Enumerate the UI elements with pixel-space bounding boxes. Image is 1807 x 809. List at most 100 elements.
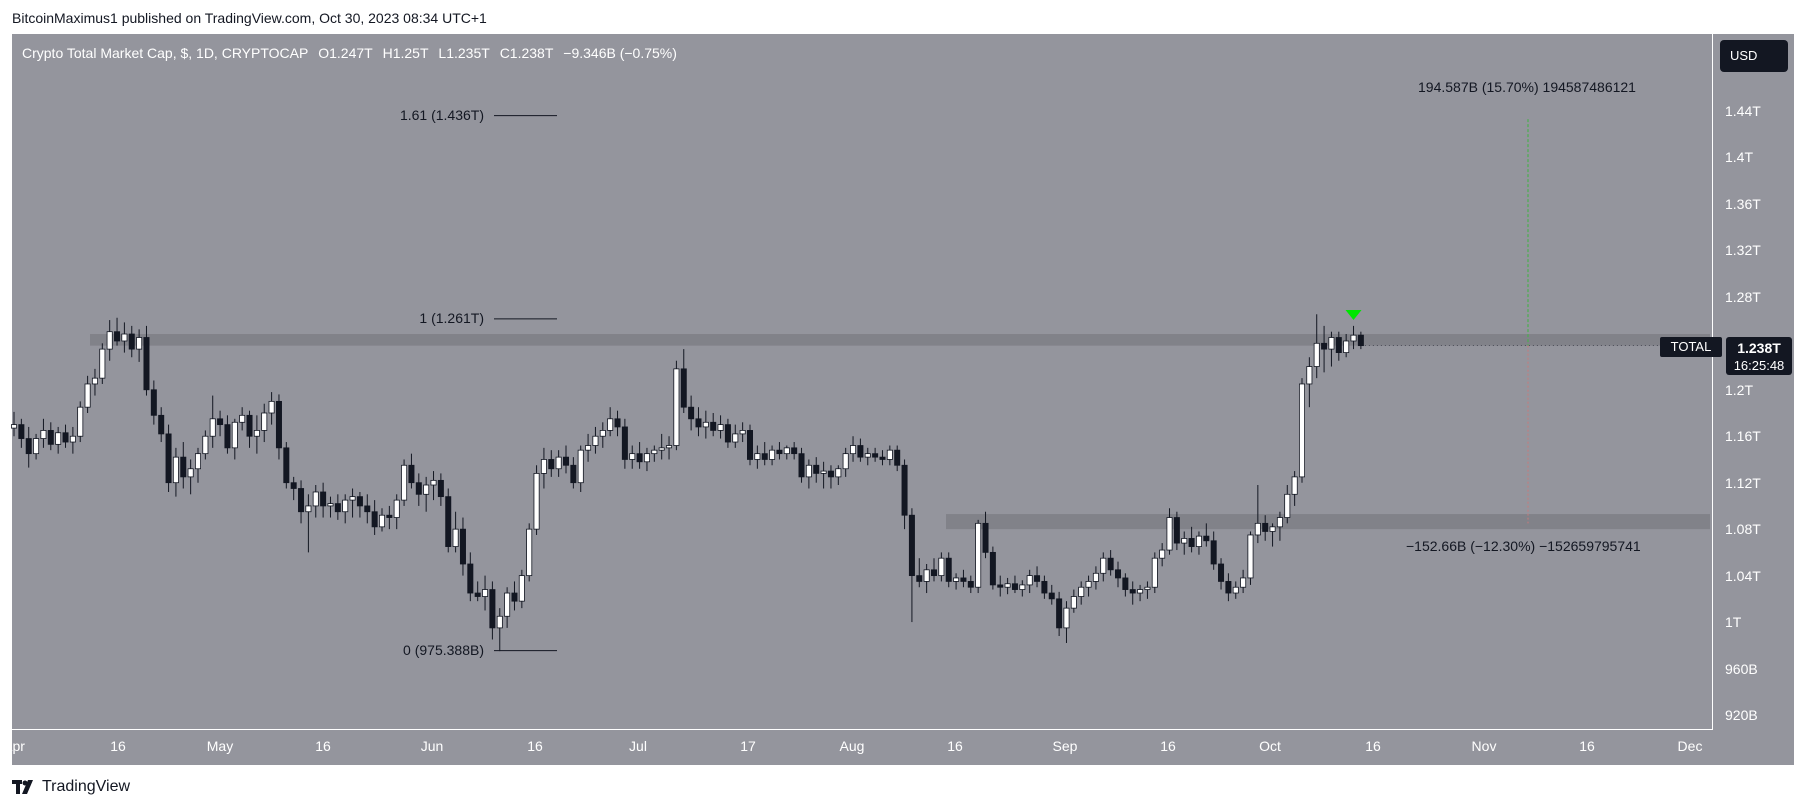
support-zone xyxy=(946,514,1710,530)
candle-body xyxy=(393,499,400,518)
candle-body xyxy=(607,418,614,431)
candle-body xyxy=(931,569,938,577)
candle-body xyxy=(18,424,25,439)
legend-high: H1.25T xyxy=(382,45,429,61)
candle-body xyxy=(938,557,945,577)
candle-body xyxy=(91,377,98,385)
x-tick-label: Jun xyxy=(420,738,444,754)
x-tick-label: Oct xyxy=(1259,738,1281,754)
candle-body xyxy=(474,592,481,597)
candle-body xyxy=(769,449,776,460)
candle-body xyxy=(1306,366,1313,385)
candle-body xyxy=(1011,583,1018,590)
candle-body xyxy=(121,333,128,342)
legend-open: O1.247T xyxy=(318,45,373,61)
candle-body xyxy=(1166,517,1173,551)
candle-body xyxy=(283,447,290,484)
candle-body xyxy=(916,575,923,582)
candle-body xyxy=(1247,534,1254,579)
candle-body xyxy=(901,464,908,516)
x-tick-label: Nov xyxy=(1471,738,1497,754)
candle-body xyxy=(783,447,790,455)
candle-body xyxy=(864,453,871,458)
candle-body xyxy=(776,449,783,455)
candle-body xyxy=(1092,572,1099,582)
candle-body xyxy=(334,503,341,513)
x-tick-label: Dec xyxy=(1677,738,1703,754)
candle-body xyxy=(695,418,702,428)
candle-body xyxy=(386,514,393,518)
candle-body xyxy=(1284,493,1291,518)
candle-body xyxy=(1343,340,1350,354)
candle-body xyxy=(298,488,305,513)
candle-body xyxy=(143,337,150,391)
candle-body xyxy=(555,456,562,470)
candle-body xyxy=(621,426,628,460)
candle-body xyxy=(77,406,84,437)
candle-body xyxy=(842,453,849,470)
candle-body xyxy=(1203,535,1210,542)
currency-button[interactable]: USD xyxy=(1720,40,1788,72)
candle-body xyxy=(886,449,893,460)
candle-body xyxy=(813,464,820,474)
candle-body xyxy=(55,432,62,445)
candle-body xyxy=(187,468,194,478)
resistance-zone xyxy=(90,334,1710,346)
candle-body xyxy=(673,368,680,446)
candle-body xyxy=(194,453,201,470)
legend-low: L1.235T xyxy=(438,45,490,61)
candle-body xyxy=(158,414,165,435)
last-price: 1.238T xyxy=(1737,340,1781,356)
candle-body xyxy=(533,472,540,530)
candle-body xyxy=(1048,592,1055,600)
y-tick-label: 1.16T xyxy=(1725,428,1761,445)
candle-body xyxy=(1299,383,1306,478)
fib-level-label: 1 (1.261T) xyxy=(419,309,484,326)
candle-body xyxy=(1078,586,1085,597)
y-tick-label: 920B xyxy=(1725,707,1758,723)
legend-close: C1.238T xyxy=(499,45,554,61)
x-tick-label: May xyxy=(206,738,234,754)
price-tag: 1.238T 16:25:48 xyxy=(1726,337,1792,375)
candle-body xyxy=(62,432,69,443)
candle-body xyxy=(1269,526,1276,532)
candle-body xyxy=(570,464,577,484)
candle-body xyxy=(1070,596,1077,609)
symbol-tag: TOTAL xyxy=(1660,337,1722,357)
candle-body xyxy=(732,433,739,443)
candle-body xyxy=(953,577,960,582)
candle-body xyxy=(1034,575,1041,582)
candle-body xyxy=(1225,581,1232,594)
y-tick-label: 1.2T xyxy=(1725,381,1754,398)
candle-body xyxy=(1063,607,1070,629)
candle-body xyxy=(320,491,327,507)
candle-body xyxy=(717,424,724,431)
candle-body xyxy=(69,435,76,443)
candle-body xyxy=(364,505,371,513)
candle-body xyxy=(798,453,805,478)
candle-body xyxy=(1085,581,1092,588)
publish-info: BitcoinMaximus1 published on TradingView… xyxy=(12,10,487,26)
candle-body xyxy=(666,445,673,449)
candle-body xyxy=(1137,589,1144,594)
candle-body xyxy=(25,438,32,455)
candle-body xyxy=(739,430,746,435)
candle-body xyxy=(1291,476,1298,495)
candle-body xyxy=(356,496,363,507)
candle-body xyxy=(415,482,422,495)
candle-body xyxy=(975,522,982,588)
candle-body xyxy=(246,414,253,437)
candle-body xyxy=(128,333,135,350)
candle-body xyxy=(1254,522,1261,536)
candle-body xyxy=(599,430,606,437)
tradingview-logo[interactable]: TradingView xyxy=(12,778,130,796)
candle-body xyxy=(239,414,246,423)
candle-body xyxy=(997,584,1004,588)
chart-panel[interactable] xyxy=(12,34,1794,765)
x-tick-label: Sep xyxy=(1052,738,1078,754)
candle-body xyxy=(1313,342,1320,367)
y-tick-label: 960B xyxy=(1725,660,1758,677)
candle-body xyxy=(791,447,798,455)
candle-body xyxy=(710,421,717,431)
